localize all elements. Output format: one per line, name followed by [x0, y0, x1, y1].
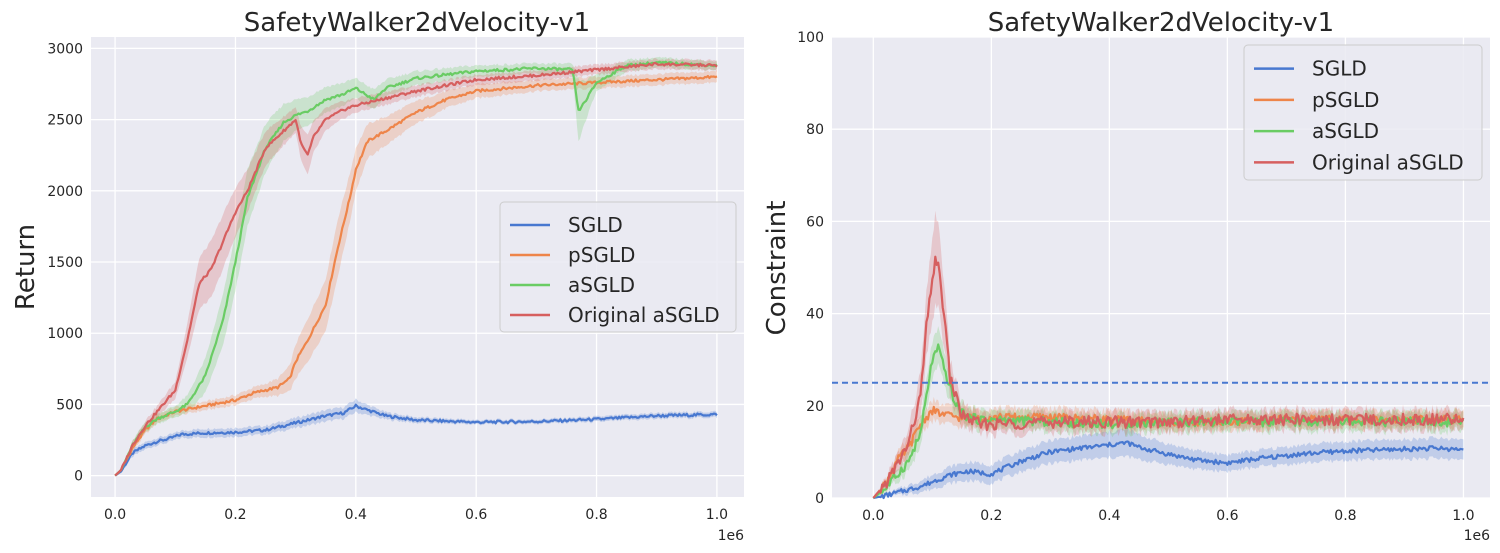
legend-label-asgld: aSGLD [1312, 119, 1379, 143]
y-axis-label-constraint: Constraint [762, 201, 792, 336]
y-tick-label: 2500 [47, 113, 83, 129]
legend-label-asgld: aSGLD [568, 273, 635, 297]
x-tick-label: 0.6 [1216, 508, 1238, 524]
x-tick-label: 0.8 [1334, 508, 1356, 524]
confidence-bands-return [115, 56, 717, 476]
y-tick-label: 1000 [47, 326, 83, 342]
x-tick-label: 0.4 [1098, 508, 1120, 524]
legend-box [499, 201, 737, 333]
y-tick-label: 20 [806, 399, 824, 415]
series-lines-constraint [872, 255, 1465, 500]
line-sgld [873, 440, 1464, 500]
legend-label-sgld: SGLD [1312, 57, 1367, 81]
legend-label-sgld: SGLD [568, 213, 623, 237]
y-tick-label: 100 [797, 30, 824, 46]
x-tick-label: 0.0 [862, 508, 884, 524]
chart-title-return: SafetyWalker2dVelocity-v1 [244, 8, 590, 38]
x-tick-label: 0.0 [104, 507, 126, 523]
y-tick-label: 40 [806, 307, 824, 323]
x-tick-label: 1.0 [1452, 508, 1474, 524]
constraint-chart: 0.0 0.2 0.4 0.6 0.8 1.0 0 20 40 60 80 100 SafetyWal… [762, 8, 1490, 544]
ticks-return: 0.0 0.2 0.4 0.6 0.8 1.0 0 500 1000 1500 2000 2500 30… [47, 41, 728, 523]
y-tick-label: 2000 [47, 184, 83, 200]
x-tick-label: 0.2 [980, 508, 1002, 524]
x-tick-label: 0.8 [585, 507, 607, 523]
band-original-asgld [873, 210, 1464, 498]
line-original-asgld [872, 255, 1465, 499]
y-axis-label-return: Return [11, 224, 41, 310]
x-tick-label: 0.6 [465, 507, 487, 523]
y-tick-label: 0 [815, 491, 824, 507]
x-offset-label-constraint: 1e6 [1464, 528, 1491, 544]
band-asgld [115, 56, 717, 476]
legend-box [1243, 44, 1483, 181]
legend-label-psgld: pSGLD [1312, 88, 1379, 112]
legend-constraint: SGLD pSGLD aSGLD Original aSGLD [1243, 44, 1483, 181]
y-tick-label: 1500 [47, 255, 83, 271]
x-tick-label: 1.0 [706, 507, 728, 523]
x-tick-label: 0.2 [224, 507, 246, 523]
y-tick-label: 0 [74, 469, 83, 485]
x-tick-label: 0.4 [345, 507, 367, 523]
legend-label-original-asgld: Original aSGLD [568, 303, 720, 327]
band-asgld [873, 326, 1464, 498]
line-sgld [114, 403, 718, 477]
line-asgld [114, 60, 718, 477]
y-tick-label: 3000 [47, 41, 83, 57]
series-lines-return [114, 60, 718, 477]
band-original-asgld [115, 58, 717, 476]
y-tick-label: 80 [806, 122, 824, 138]
return-chart: 0.0 0.2 0.4 0.6 0.8 1.0 0 500 1000 1500 2000 2500 30… [11, 8, 744, 544]
y-tick-label: 500 [56, 397, 83, 413]
band-sgld [873, 427, 1464, 500]
legend-return: SGLD pSGLD aSGLD Original aSGLD [499, 201, 737, 333]
y-tick-label: 60 [806, 214, 824, 230]
x-offset-label-return: 1e6 [718, 528, 745, 544]
legend-label-psgld: pSGLD [568, 243, 635, 267]
ticks-constraint: 0.0 0.2 0.4 0.6 0.8 1.0 0 20 40 60 80 100 [797, 30, 1474, 524]
line-original-asgld [114, 61, 718, 477]
legend-label-original-asgld: Original aSGLD [1312, 150, 1464, 174]
chart-title-constraint: SafetyWalker2dVelocity-v1 [988, 8, 1334, 38]
line-psgld [114, 74, 718, 477]
